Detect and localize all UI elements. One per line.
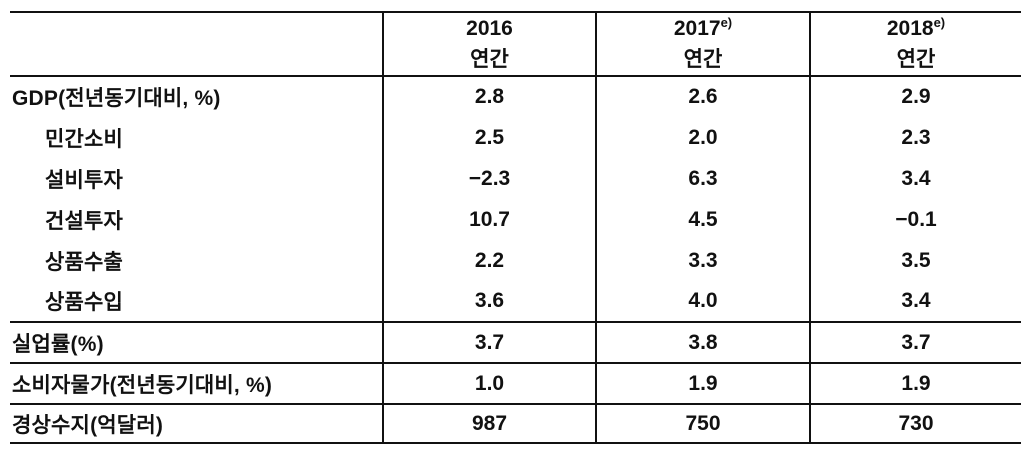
header-year: 2017e)	[597, 13, 809, 44]
value-cell: 3.3	[595, 240, 810, 281]
value-cell: 3.7	[809, 322, 1021, 363]
value-cell: 6.3	[595, 158, 810, 199]
table-row-construction-investment: 건설투자 10.7 4.5 −0.1	[10, 199, 1021, 240]
header-period: 연간	[470, 48, 509, 71]
row-label: 경상수지(억달러)	[12, 413, 164, 437]
year-text: 2016	[466, 17, 513, 40]
value-cell: 2.5	[382, 117, 596, 158]
row-label: 상품수입	[45, 291, 124, 314]
value-cell: 3.4	[809, 158, 1021, 199]
year-text: 2018	[886, 17, 934, 40]
table-row-facility-investment: 설비투자 −2.3 6.3 3.4	[10, 158, 1021, 199]
header-label-blank	[10, 12, 383, 76]
table-row-gdp: GDP(전년동기대비, %) 2.8 2.6 2.9	[10, 76, 1021, 117]
row-label: 소비자물가(전년동기대비, %)	[12, 373, 273, 397]
row-label: 설비투자	[45, 168, 124, 192]
row-label: 상품수출	[45, 250, 124, 274]
value-cell: 3.5	[809, 240, 1021, 281]
table-body: GDP(전년동기대비, %) 2.8 2.6 2.9 민간소비 2.5 2.0 …	[10, 76, 1021, 443]
row-label: 건설투자	[45, 209, 124, 233]
value-cell: 1.0	[382, 363, 596, 404]
value-cell: 2.0	[595, 117, 810, 158]
header-period: 연간	[683, 48, 723, 71]
table-row-cpi: 소비자물가(전년동기대비, %) 1.0 1.9 1.9	[10, 363, 1021, 404]
row-label: GDP(전년동기대비, %)	[12, 87, 221, 110]
value-cell: 2.8	[382, 76, 596, 117]
value-cell: 1.9	[595, 363, 810, 404]
header-year: 2016	[384, 13, 595, 44]
table-row-private-consumption: 민간소비 2.5 2.0 2.3	[10, 117, 1021, 158]
header-col-2016: 2016 연간	[382, 12, 596, 76]
economic-indicators-table: 2016 연간 2017e) 연간 2018e) 연간 GDP(전년동기대비, …	[10, 11, 1021, 444]
value-cell: 3.4	[809, 281, 1021, 322]
value-cell: 730	[809, 404, 1021, 443]
value-cell: 4.5	[595, 199, 810, 240]
value-cell: 4.0	[595, 281, 810, 322]
row-label: 민간소비	[45, 127, 124, 151]
header-year: 2018e)	[811, 13, 1021, 44]
data-table: 2016 연간 2017e) 연간 2018e) 연간 GDP(전년동기대비, …	[10, 11, 1021, 444]
year-text: 2017	[673, 17, 721, 40]
table-row-goods-exports: 상품수출 2.2 3.3 3.5	[10, 240, 1021, 281]
table-row-unemployment-rate: 실업률(%) 3.7 3.8 3.7	[10, 322, 1021, 363]
value-cell: 10.7	[382, 199, 596, 240]
table-row-goods-imports: 상품수입 3.6 4.0 3.4	[10, 281, 1021, 322]
header-row: 2016 연간 2017e) 연간 2018e) 연간	[10, 12, 1021, 76]
value-cell: 2.9	[809, 76, 1021, 117]
value-cell: −2.3	[382, 158, 596, 199]
value-cell: 1.9	[809, 363, 1021, 404]
value-cell: 3.6	[382, 281, 596, 322]
value-cell: 3.7	[382, 322, 596, 363]
header-col-2018: 2018e) 연간	[809, 12, 1021, 76]
header-col-2017: 2017e) 연간	[595, 12, 810, 76]
table-row-current-account: 경상수지(억달러) 987 750 730	[10, 404, 1021, 443]
value-cell: 3.8	[595, 322, 810, 363]
table-header: 2016 연간 2017e) 연간 2018e) 연간	[10, 12, 1021, 76]
estimate-superscript: e)	[933, 15, 946, 30]
value-cell: 2.6	[595, 76, 810, 117]
header-period: 연간	[896, 48, 936, 71]
value-cell: −0.1	[809, 199, 1021, 240]
estimate-superscript: e)	[720, 15, 733, 30]
value-cell: 2.3	[809, 117, 1021, 158]
row-label: 실업률(%)	[12, 332, 104, 356]
value-cell: 987	[382, 404, 596, 443]
value-cell: 2.2	[382, 240, 596, 281]
value-cell: 750	[595, 404, 810, 443]
